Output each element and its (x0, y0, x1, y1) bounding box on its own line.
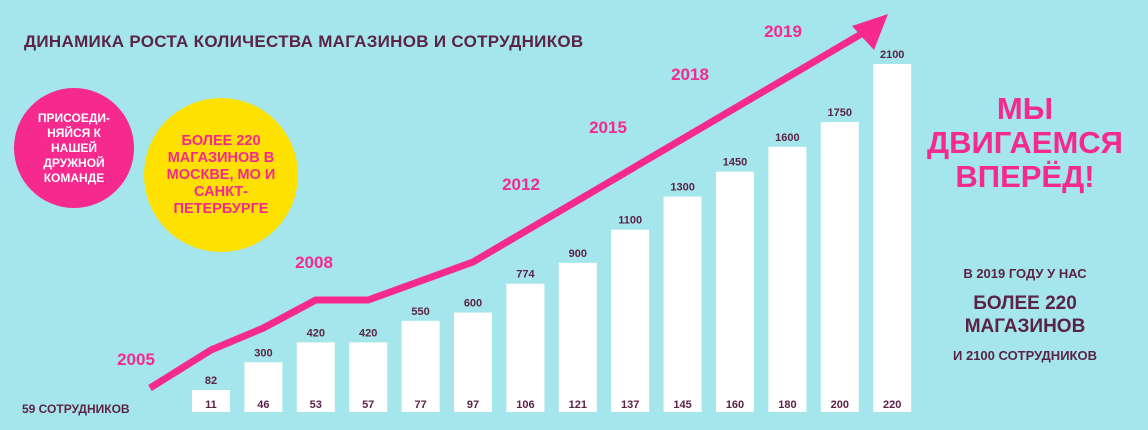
info-line-3: И 2100 СОТРУДНИКОВ (953, 348, 1097, 363)
bar-value-label: 1450 (723, 157, 747, 169)
info-line-2: БОЛЕЕ 220 МАГАЗИНОВ (964, 293, 1086, 337)
store-count-label: 180 (778, 399, 796, 411)
bar (716, 171, 754, 412)
bar-value-label: 774 (516, 269, 535, 281)
bar-value-label: 1600 (775, 132, 799, 144)
bar (611, 229, 650, 412)
store-count-label: 11 (205, 399, 217, 411)
store-count-label: 121 (569, 399, 587, 411)
bar-value-label: 900 (569, 248, 587, 260)
bar-value-label: 420 (359, 327, 377, 339)
stores-count-badge: БОЛЕЕ 220 МАГАЗИНОВ В МОСКВЕ, МО И САНКТ… (144, 98, 298, 252)
bar (296, 342, 335, 412)
first-staff-label: 59 СОТРУДНИКОВ (22, 402, 130, 416)
store-count-label: 97 (467, 399, 479, 411)
store-count-label: 53 (310, 399, 322, 411)
year-label: 2019 (764, 22, 802, 41)
bar-value-label: 600 (464, 298, 482, 310)
join-team-badge: ПРИСОЕДИ-НЯЙСЯ К НАШЕЙ ДРУЖНОЙ КОМАНДЕ (14, 88, 134, 208)
slogan: МЫ ДВИГАЕМСЯ ВПЕРЁД! (927, 91, 1123, 194)
bar (873, 64, 912, 412)
bar-value-label: 420 (307, 327, 325, 339)
store-count-label: 137 (621, 399, 639, 411)
store-count-label: 77 (414, 399, 426, 411)
bar-value-label: 2100 (880, 49, 904, 61)
bar-value-label: 1300 (670, 182, 694, 194)
bar (663, 196, 702, 412)
bar (558, 262, 597, 412)
year-label: 2008 (295, 253, 333, 272)
join-team-text: ПРИСОЕДИ-НЯЙСЯ К НАШЕЙ ДРУЖНОЙ КОМАНДЕ (37, 110, 111, 185)
store-count-label: 46 (257, 399, 269, 411)
bar (506, 283, 545, 412)
bar-value-label: 550 (411, 306, 429, 318)
bar (454, 312, 492, 412)
store-count-label: 57 (362, 399, 374, 411)
bar (401, 320, 440, 412)
bar (768, 146, 807, 412)
stores-count-text: БОЛЕЕ 220 МАГАЗИНОВ В МОСКВЕ, МО И САНКТ… (166, 132, 276, 217)
bar-value-label: 1100 (618, 215, 642, 227)
year-label: 2012 (502, 175, 540, 194)
store-count-label: 145 (673, 399, 691, 411)
store-count-label: 106 (516, 399, 534, 411)
growth-arrowhead (852, 14, 888, 50)
bar (192, 390, 230, 412)
store-count-label: 220 (883, 399, 901, 411)
bar-value-label: 1750 (828, 107, 852, 119)
growth-line (148, 26, 870, 391)
year-label: 2005 (117, 350, 155, 369)
bar (349, 342, 388, 412)
year-label: 2018 (671, 65, 709, 84)
bar (244, 362, 283, 412)
bar-value-label: 82 (205, 375, 217, 387)
store-count-label: 160 (726, 399, 744, 411)
bar-value-label: 300 (254, 347, 272, 359)
year-label: 2015 (589, 118, 627, 137)
chart-title: ДИНАМИКА РОСТА КОЛИЧЕСТВА МАГАЗИНОВ И СО… (24, 32, 584, 51)
info-line-1: В 2019 ГОДУ У НАС (963, 266, 1087, 281)
bar (820, 122, 859, 412)
store-count-label: 200 (831, 399, 849, 411)
